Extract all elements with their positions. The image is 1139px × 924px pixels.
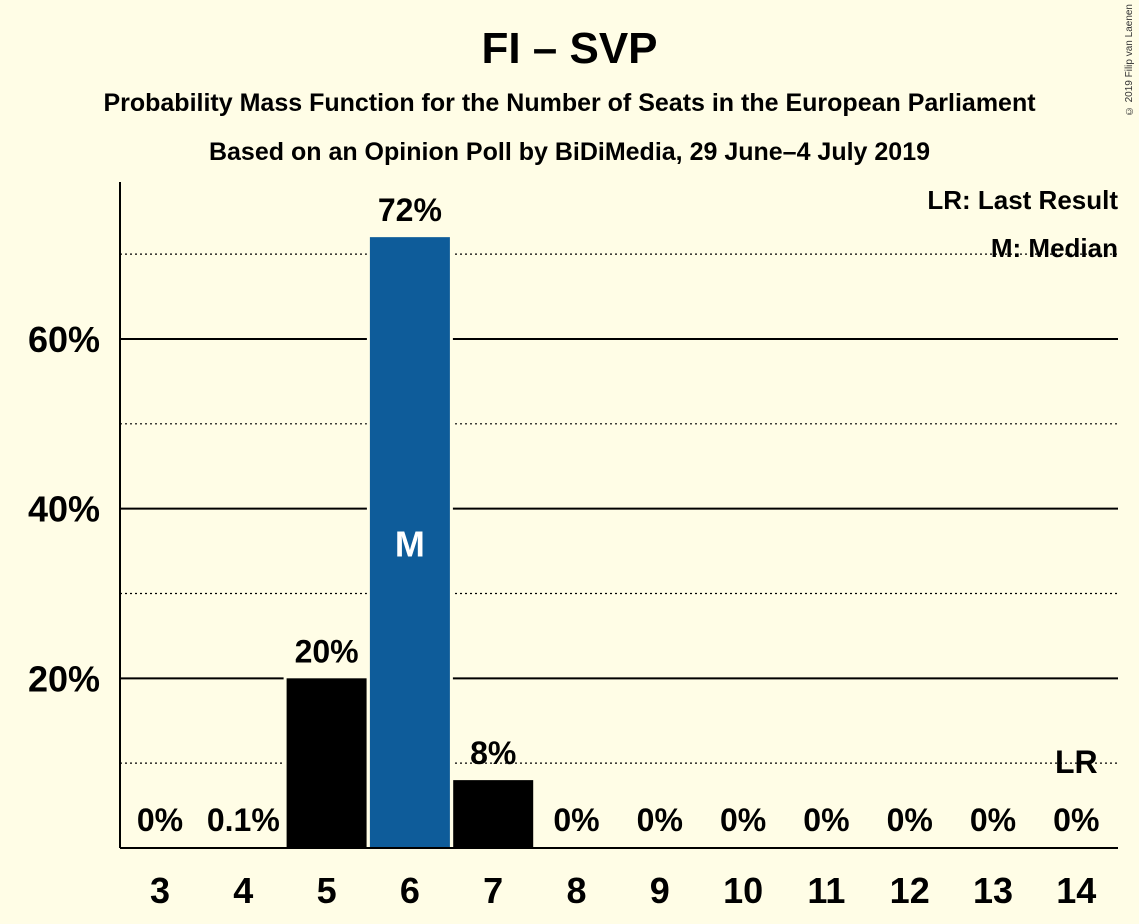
y-tick-label: 20% bbox=[28, 658, 100, 699]
data-label: 0% bbox=[970, 802, 1016, 838]
x-tick-label: 6 bbox=[400, 870, 420, 911]
bars bbox=[200, 235, 537, 849]
legend-median: M: Median bbox=[991, 233, 1118, 263]
x-tick-label: 12 bbox=[890, 870, 930, 911]
x-tick-label: 14 bbox=[1056, 870, 1096, 911]
y-tick-label: 60% bbox=[28, 319, 100, 360]
x-tick-label: 13 bbox=[973, 870, 1013, 911]
x-tick-label: 9 bbox=[650, 870, 670, 911]
data-label: 0% bbox=[137, 802, 183, 838]
value-labels: 0% 0.1% 20% M 72% 8% 0% 0% 0% 0% 0% 0% 0% LR bbox=[137, 192, 1100, 838]
data-label: 0% bbox=[887, 802, 933, 838]
data-label: 0.1% bbox=[207, 802, 280, 838]
gridlines bbox=[120, 253, 1118, 764]
x-tick-label: 11 bbox=[807, 870, 845, 911]
data-label: 0% bbox=[1053, 802, 1099, 838]
bar bbox=[286, 678, 367, 848]
median-marker: M bbox=[395, 524, 425, 565]
data-label: 0% bbox=[553, 802, 599, 838]
data-label: 0% bbox=[637, 802, 683, 838]
chart-source: Based on an Opinion Poll by BiDiMedia, 2… bbox=[208, 138, 931, 166]
x-tick-label: 3 bbox=[150, 870, 170, 911]
data-label: 72% bbox=[378, 192, 442, 228]
last-result-marker: LR bbox=[1055, 744, 1098, 780]
bar bbox=[453, 780, 534, 848]
x-tick-label: 4 bbox=[233, 870, 253, 911]
data-label: 0% bbox=[803, 802, 849, 838]
data-label: 8% bbox=[470, 735, 516, 771]
bar bbox=[369, 237, 450, 849]
axes: 20% 40% 60% 3 4 5 6 7 8 9 10 11 12 13 14 bbox=[28, 182, 1118, 911]
x-tick-label: 5 bbox=[317, 870, 337, 911]
legend-last-result: LR: Last Result bbox=[927, 185, 1118, 215]
data-label: 20% bbox=[295, 633, 359, 669]
chart-subtitle: Probability Mass Function for the Number… bbox=[103, 89, 1036, 117]
data-label: 0% bbox=[720, 802, 766, 838]
bar-gap bbox=[200, 845, 287, 848]
x-tick-label: 8 bbox=[566, 870, 586, 911]
chart-title: FI – SVP bbox=[481, 24, 658, 73]
x-tick-label: 7 bbox=[483, 870, 503, 911]
x-tick-label: 10 bbox=[723, 870, 763, 911]
y-tick-label: 40% bbox=[28, 489, 100, 530]
